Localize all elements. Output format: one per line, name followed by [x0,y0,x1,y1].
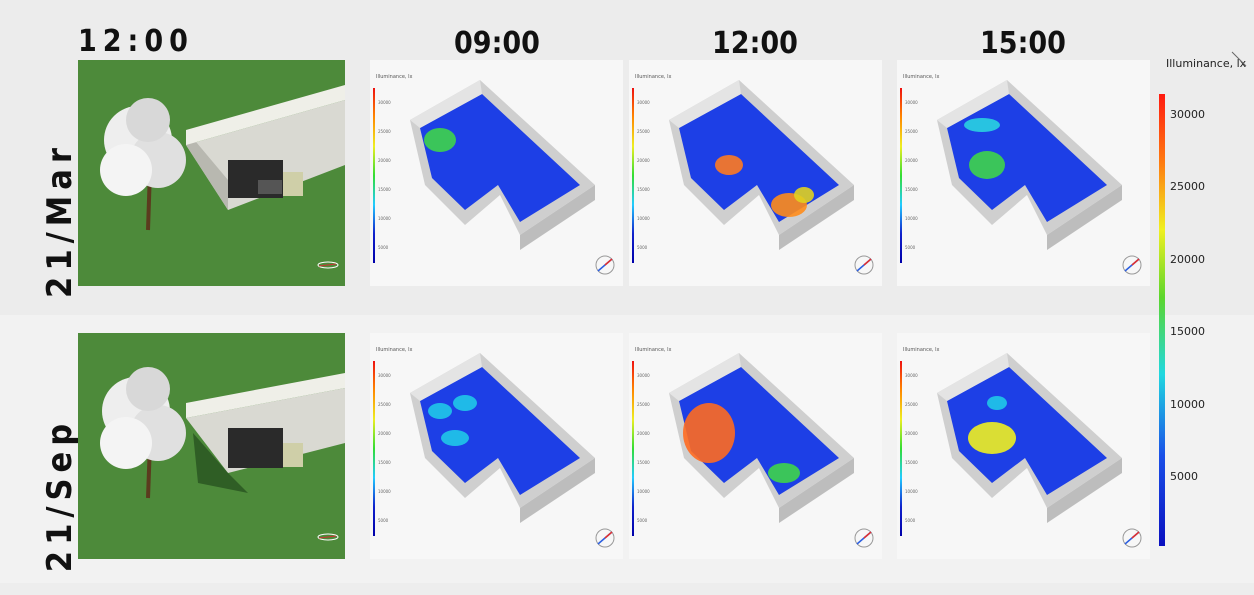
legend-tick: 15000 [1170,325,1205,338]
mini-legend-title: Illuminance, lx [635,74,672,80]
mini-legend-title: Illuminance, lx [376,74,413,80]
mini-legend-ticks: 30000 25000 20000 15000 10000 5000 [637,373,650,523]
mini-legend-ticks: 30000 25000 20000 15000 10000 5000 [637,100,650,250]
mini-legend-ticks: 30000 25000 20000 15000 10000 5000 [378,100,391,250]
illuminance-render-sep-0900: Illuminance, lx 30000 25000 20000 15000 10000… [370,333,623,559]
illuminance-color-scale [1159,94,1165,546]
legend-title: Illuminance, lx [1166,57,1247,70]
legend-tick: 25000 [1170,180,1205,193]
mini-legend-title: Illuminance, lx [635,347,672,353]
mini-legend-title: Illuminance, lx [903,74,940,80]
column-title-1200: 12:00 [712,26,798,61]
scene-time-title: 12:00 [78,24,194,59]
legend-tick: 30000 [1170,108,1205,121]
row-label-march: 21/Mar [40,142,80,298]
illuminance-render-mar-1200: Illuminance, lx 30000 25000 20000 15000 10000… [629,60,882,286]
column-title-1500: 15:00 [980,26,1066,61]
scene-render-september [78,333,345,559]
mini-legend-ticks: 30000 25000 20000 15000 10000 5000 [905,373,918,523]
corner-mark-icon [1231,51,1247,67]
legend-tick: 20000 [1170,253,1205,266]
illuminance-render-sep-1500: Illuminance, lx 30000 25000 20000 15000 10000… [897,333,1150,559]
legend-tick: 5000 [1170,470,1198,483]
row-label-september: 21/Sep [40,417,80,573]
mini-legend-title: Illuminance, lx [903,347,940,353]
scene-render-march [78,60,345,286]
column-title-0900: 09:00 [454,26,540,61]
illuminance-render-mar-1500: Illuminance, lx 30000 25000 20000 15000 10000… [897,60,1150,286]
legend-tick: 10000 [1170,398,1205,411]
illuminance-render-mar-0900: Illuminance, lx 30000 25000 20000 15000 10000… [370,60,623,286]
mini-legend-ticks: 30000 25000 20000 15000 10000 5000 [378,373,391,523]
mini-legend-ticks: 30000 25000 20000 15000 10000 5000 [905,100,918,250]
illuminance-render-sep-1200: Illuminance, lx 30000 25000 20000 15000 10000… [629,333,882,559]
mini-legend-title: Illuminance, lx [376,347,413,353]
